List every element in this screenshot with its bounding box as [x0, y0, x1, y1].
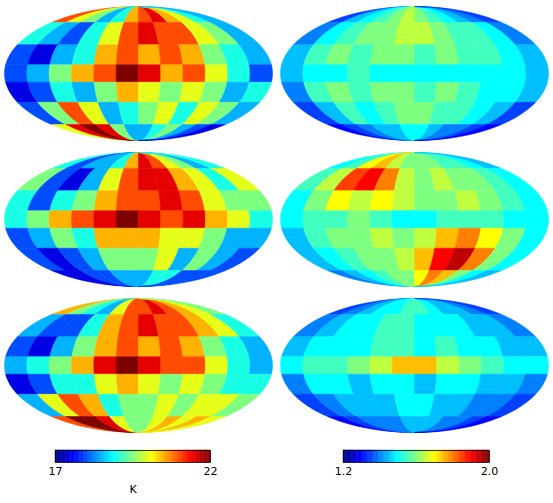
svg-text:22: 22	[204, 465, 218, 478]
svg-text:17: 17	[49, 465, 63, 478]
svg-text:K: K	[129, 483, 137, 496]
svg-text:1.2: 1.2	[335, 465, 353, 478]
svg-text:2.0: 2.0	[481, 465, 499, 478]
